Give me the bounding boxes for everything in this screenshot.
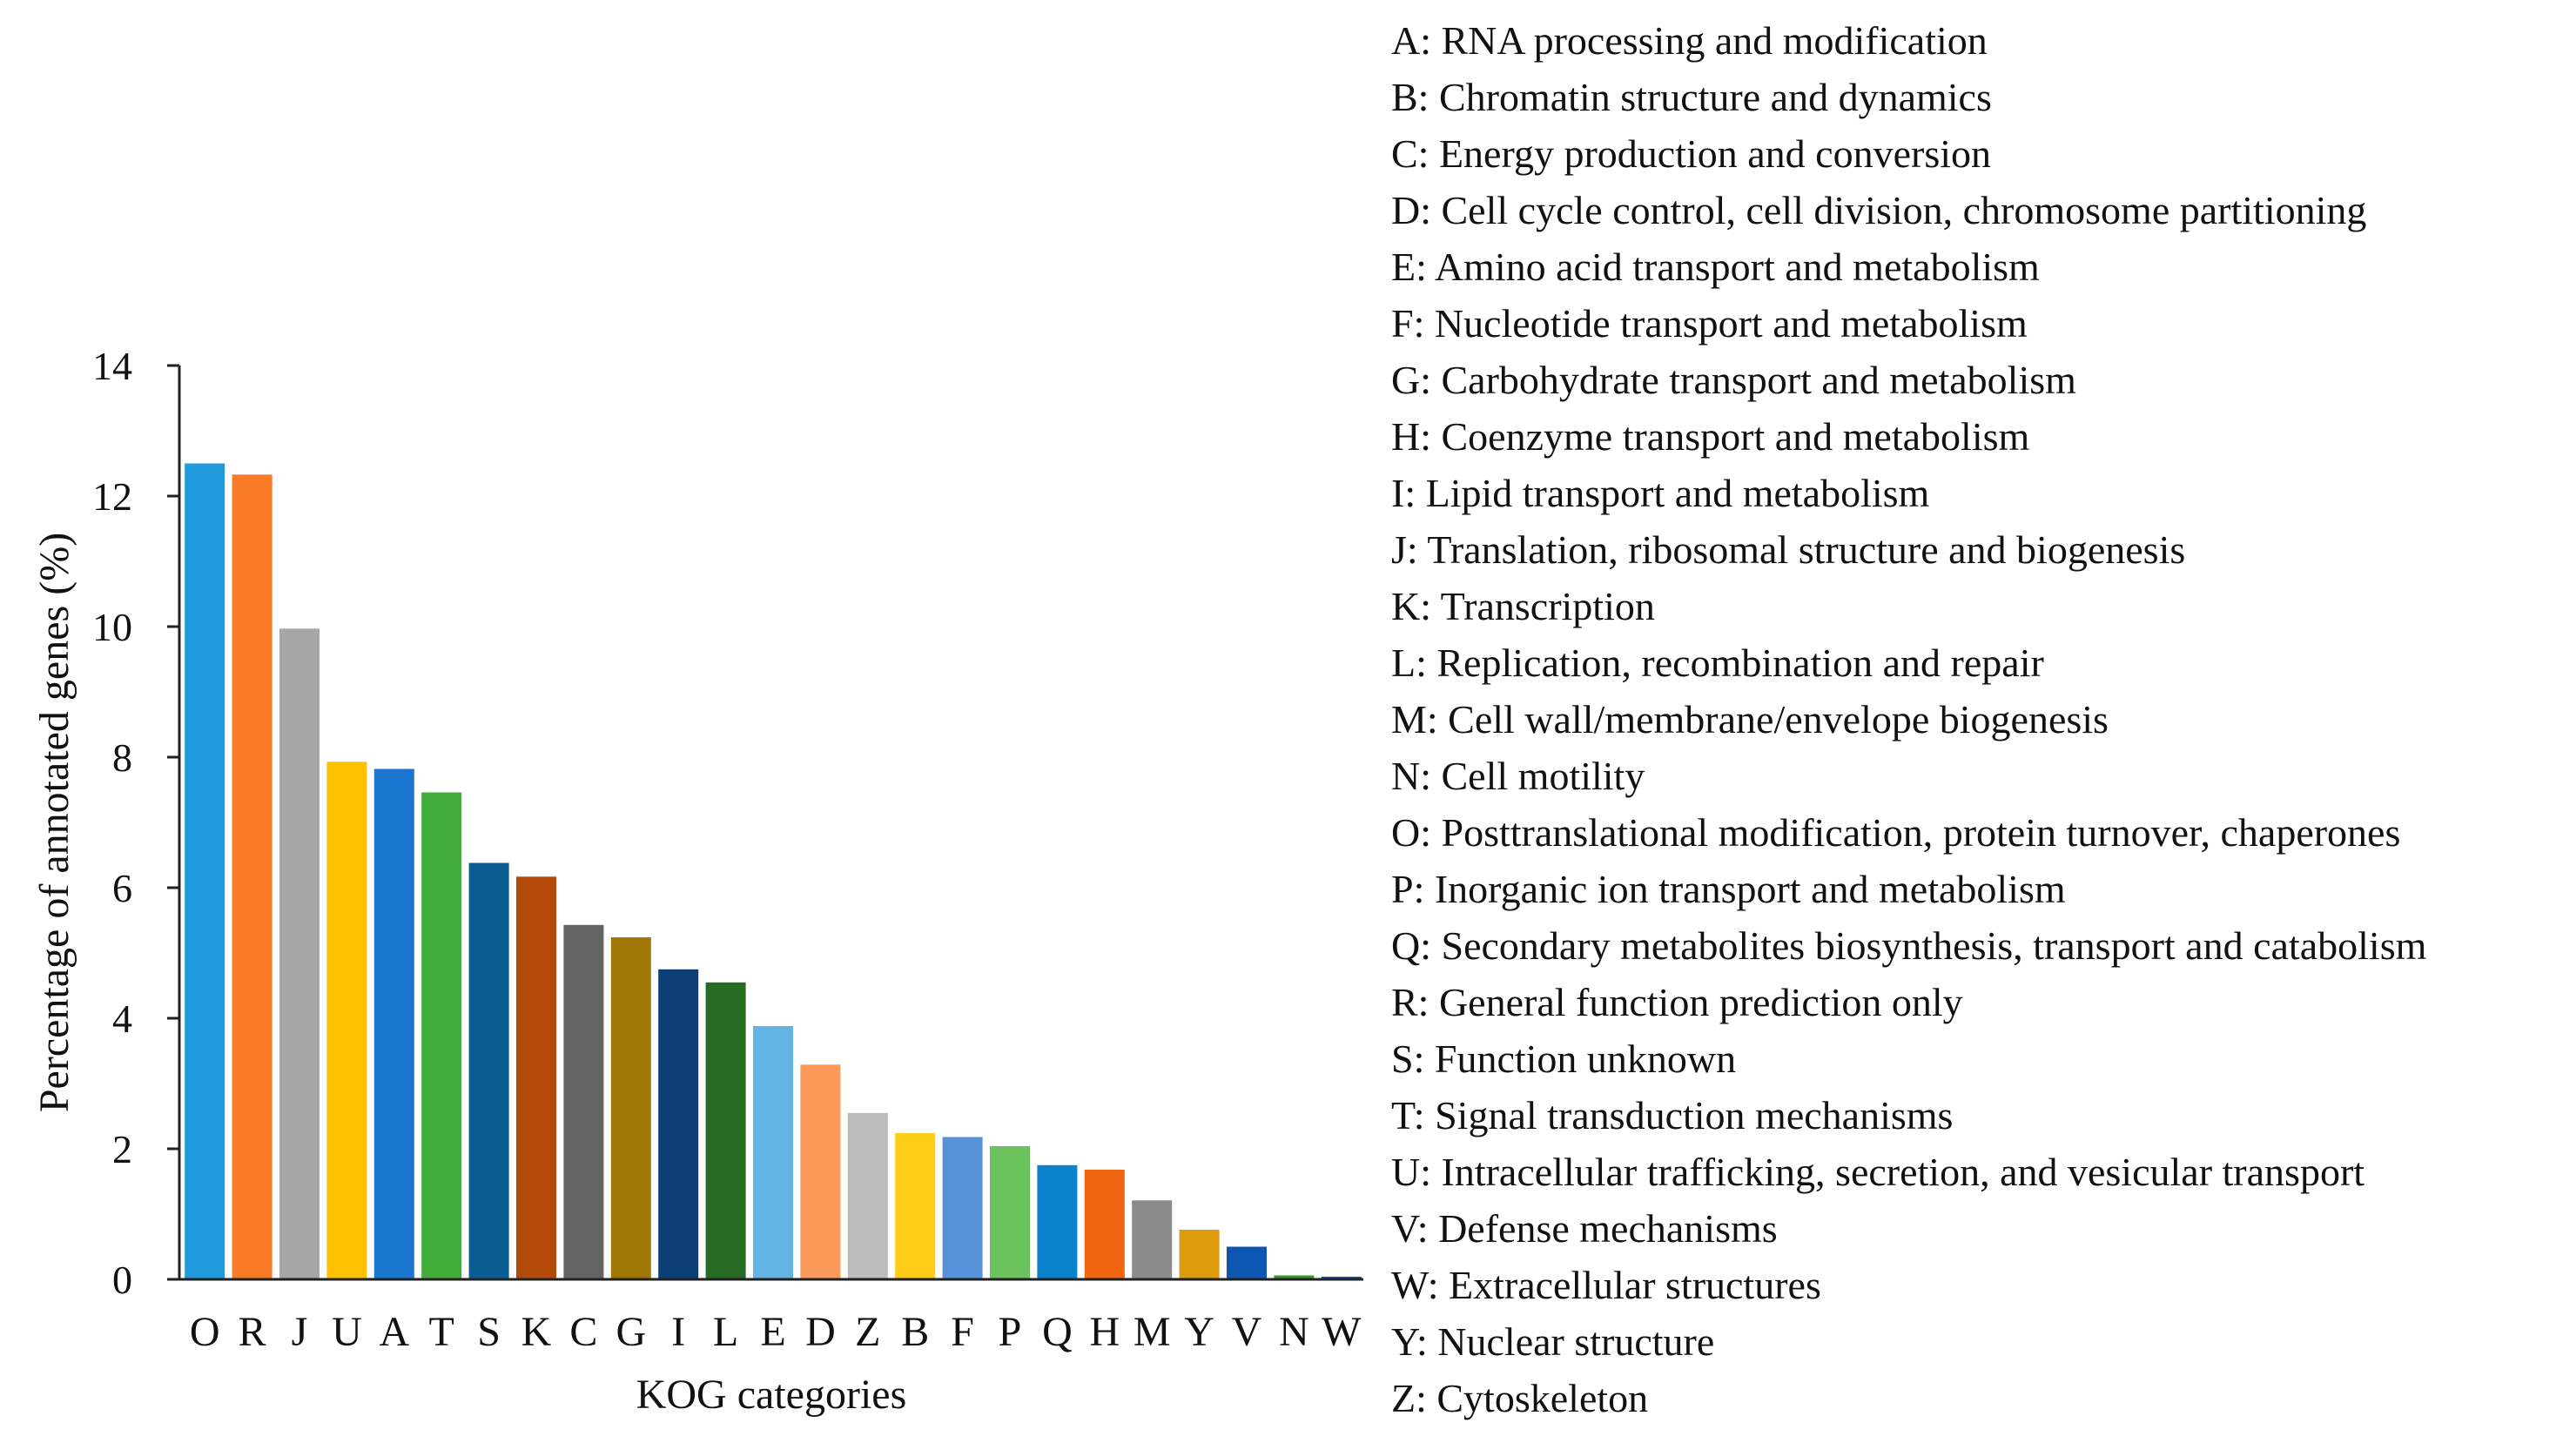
- legend-item: P: Inorganic ion transport and metabolis…: [1391, 867, 2066, 911]
- x-tick-label: V: [1232, 1309, 1262, 1355]
- x-tick-label: N: [1279, 1309, 1309, 1355]
- x-tick-label: M: [1134, 1309, 1171, 1355]
- bar-u: [326, 762, 367, 1280]
- x-tick-label: C: [569, 1309, 597, 1355]
- bar-o: [185, 463, 225, 1279]
- x-tick-label: E: [760, 1309, 785, 1355]
- bar-l: [705, 982, 746, 1280]
- legend-item: E: Amino acid transport and metabolism: [1391, 245, 2040, 289]
- x-tick-label: R: [239, 1309, 266, 1355]
- y-tick-label: 2: [112, 1127, 132, 1171]
- x-tick-label: Q: [1042, 1309, 1073, 1355]
- legend-item: A: RNA processing and modification: [1391, 18, 1988, 63]
- bar-q: [1037, 1164, 1078, 1280]
- x-tick-label: U: [332, 1309, 362, 1355]
- bar-j: [279, 628, 320, 1280]
- y-axis-title: Percentage of annotated genes (%): [31, 533, 77, 1112]
- legend-item: O: Posttranslational modification, prote…: [1391, 810, 2401, 855]
- x-tick-label: T: [429, 1309, 454, 1355]
- legend-item: R: General function prediction only: [1391, 980, 1963, 1024]
- legend-item: Y: Nuclear structure: [1391, 1319, 1715, 1364]
- legend-item: L: Replication, recombination and repair: [1391, 641, 2044, 685]
- y-tick-label: 12: [92, 474, 132, 519]
- x-tick-label: G: [616, 1309, 646, 1355]
- bar-r: [232, 474, 272, 1280]
- y-tick-label: 10: [92, 605, 132, 649]
- y-tick-label: 0: [112, 1258, 132, 1302]
- y-ticks: 0 2 4 6 8 10 12 14: [92, 344, 179, 1302]
- y-tick-label: 4: [112, 996, 132, 1041]
- legend-item: F: Nucleotide transport and metabolism: [1391, 301, 2028, 346]
- bar-y: [1179, 1230, 1220, 1279]
- y-tick-label: 6: [112, 866, 132, 910]
- bar-m: [1132, 1200, 1173, 1280]
- x-tick-label: J: [292, 1309, 308, 1355]
- bar-t: [421, 792, 462, 1279]
- bar-n: [1274, 1275, 1315, 1279]
- legend-item: W: Extracellular structures: [1391, 1263, 1821, 1307]
- legend-item: S: Function unknown: [1391, 1037, 1737, 1081]
- legend-item: U: Intracellular trafficking, secretion,…: [1391, 1150, 2365, 1194]
- bar-s: [468, 862, 509, 1279]
- legend-item: G: Carbohydrate transport and metabolism: [1391, 358, 2076, 402]
- axes-layer: [178, 366, 1363, 1281]
- bar-v: [1227, 1246, 1267, 1279]
- legend-item: C: Energy production and conversion: [1391, 131, 1992, 176]
- legend-item: B: Chromatin structure and dynamics: [1391, 75, 1992, 119]
- bars-layer: [185, 463, 1362, 1280]
- legend-item: V: Defense mechanisms: [1391, 1206, 1778, 1251]
- x-tick-label: Y: [1184, 1309, 1214, 1355]
- legend-item: N: Cell motility: [1391, 754, 1645, 798]
- bar-p: [990, 1146, 1030, 1279]
- x-tick-label: D: [805, 1309, 836, 1355]
- bar-c: [563, 924, 604, 1280]
- x-tick-label: H: [1089, 1309, 1120, 1355]
- bar-e: [753, 1026, 793, 1279]
- x-tick-label: P: [999, 1309, 1022, 1355]
- bar-k: [516, 876, 556, 1280]
- legend-item: K: Transcription: [1391, 584, 1655, 628]
- legend-item: J: Translation, ribosomal structure and …: [1391, 527, 2186, 572]
- x-tick-label: B: [901, 1309, 929, 1355]
- legend-item: Z: Cytoskeleton: [1391, 1376, 1649, 1420]
- bar-f: [942, 1137, 983, 1279]
- y-tick-label: 14: [92, 344, 132, 388]
- legend-item: M: Cell wall/membrane/envelope biogenesi…: [1391, 697, 2109, 741]
- legend: A: RNA processing and modification B: Chr…: [1391, 12, 2426, 1426]
- bar-b: [895, 1133, 936, 1279]
- legend-item: H: Coenzyme transport and metabolism: [1391, 414, 2030, 459]
- bar-z: [847, 1112, 888, 1280]
- x-tick-label: O: [190, 1309, 220, 1355]
- bar-d: [800, 1064, 841, 1280]
- x-tick-label: W: [1322, 1309, 1362, 1355]
- x-tick-label: A: [379, 1309, 409, 1355]
- legend-item: I: Lipid transport and metabolism: [1391, 471, 1930, 515]
- bar-h: [1084, 1170, 1125, 1279]
- legend-item: D: Cell cycle control, cell division, ch…: [1391, 188, 2367, 232]
- bar-i: [658, 969, 699, 1280]
- x-tick-label: I: [671, 1309, 685, 1355]
- x-tick-label: S: [477, 1309, 501, 1355]
- x-axis-title: KOG categories: [636, 1372, 907, 1418]
- legend-item: T: Signal transduction mechanisms: [1391, 1093, 1954, 1137]
- legend-item: Q: Secondary metabolites biosynthesis, t…: [1391, 923, 2427, 968]
- x-tick-label: F: [951, 1309, 974, 1355]
- y-tick-label: 8: [112, 735, 132, 780]
- x-tick-label: Z: [855, 1309, 880, 1355]
- x-tick-label: K: [521, 1309, 552, 1355]
- x-tick-label: L: [713, 1309, 738, 1355]
- bar-g: [610, 937, 651, 1279]
- bar-a: [373, 768, 414, 1279]
